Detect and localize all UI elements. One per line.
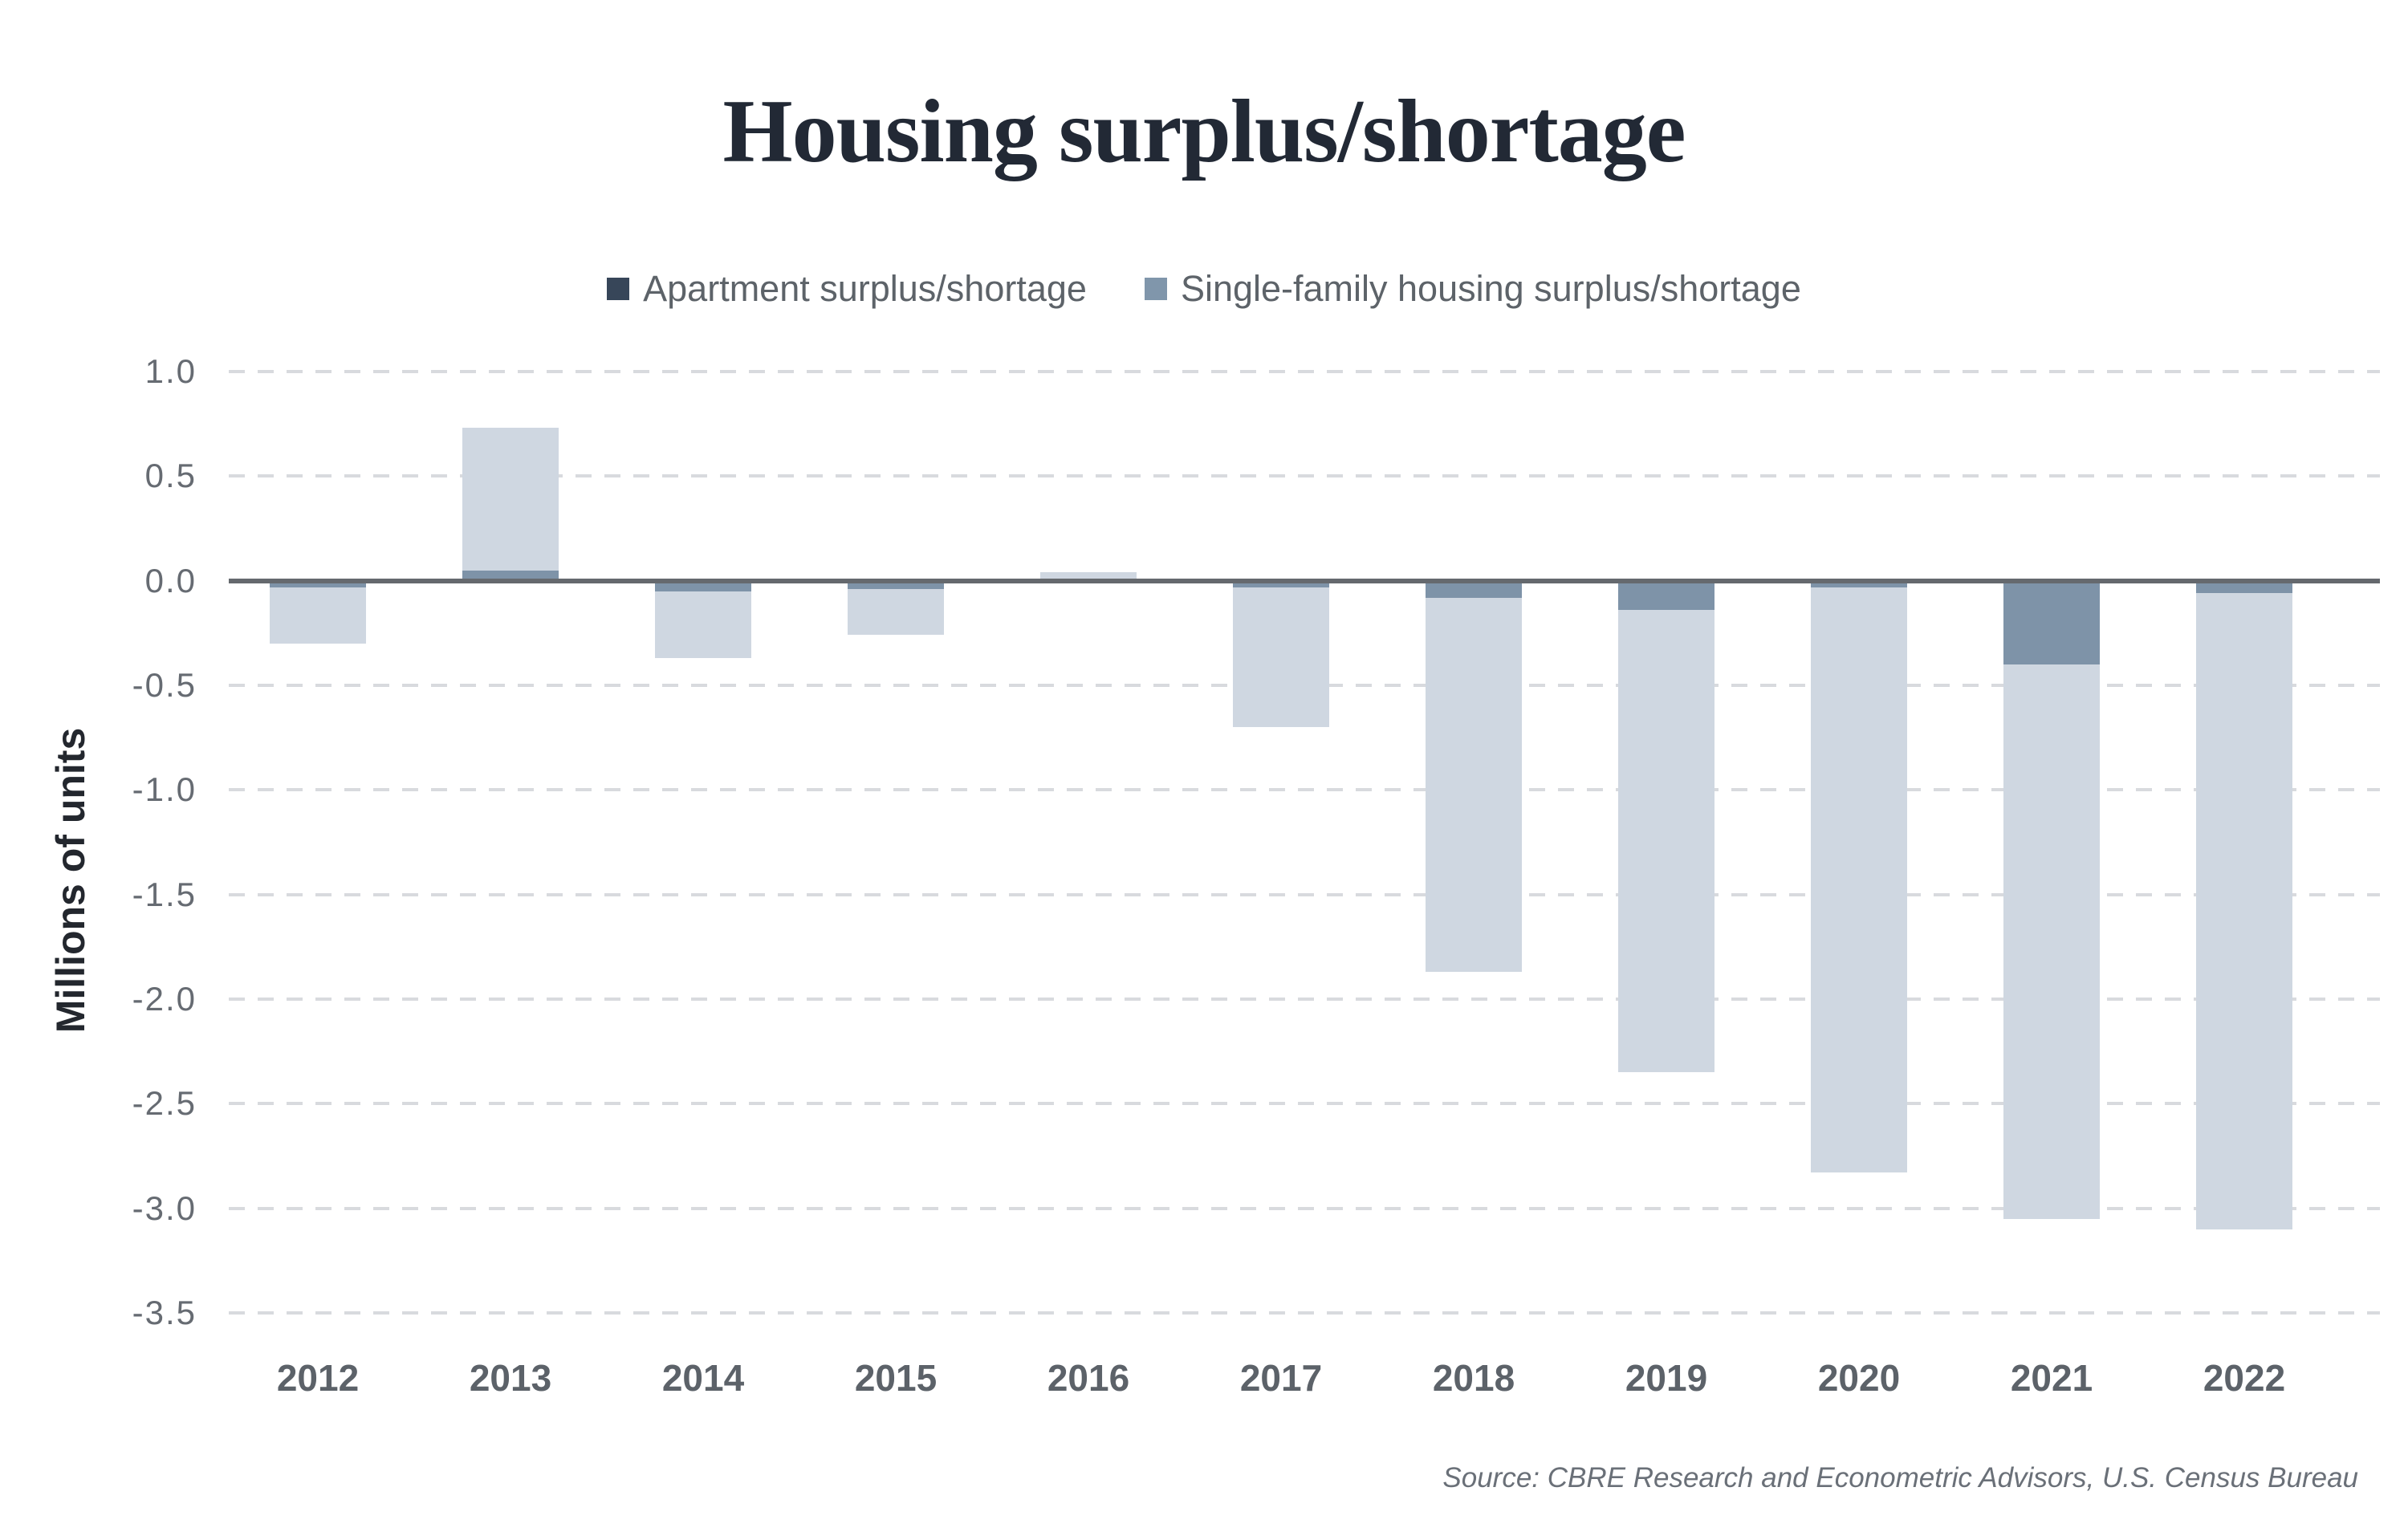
bar-segment-single-family-2019	[1618, 610, 1714, 1073]
legend-item-0: Apartment surplus/shortage	[607, 268, 1087, 310]
bar-segment-apartment-2021	[2003, 580, 2100, 664]
x-tick-label-2016: 2016	[1047, 1357, 1130, 1399]
y-tick-label: 0.5	[144, 457, 197, 495]
plot-area	[229, 370, 2380, 1315]
bar-segment-apartment-2018	[1426, 580, 1522, 598]
bar-segment-apartment-2013	[462, 570, 559, 581]
x-tick-label-2012: 2012	[276, 1357, 360, 1399]
y-tick-label: -1.0	[132, 770, 197, 809]
zero-axis-line	[229, 578, 2380, 583]
bar-segment-single-family-2016	[1040, 572, 1137, 579]
y-tick-label: -2.5	[132, 1084, 197, 1123]
y-tick-label: -3.0	[132, 1189, 197, 1227]
bar-segment-apartment-2015	[848, 580, 944, 590]
x-tick-label-2013: 2013	[469, 1357, 552, 1399]
x-tick-label-2020: 2020	[1817, 1357, 1901, 1399]
source-note: Source: CBRE Research and Econometric Ad…	[1442, 1462, 2358, 1493]
bar-segment-single-family-2013	[462, 428, 559, 571]
legend-label: Apartment surplus/shortage	[643, 268, 1087, 309]
bar-segment-apartment-2020	[1811, 580, 1907, 587]
bar-segment-single-family-2021	[2003, 664, 2100, 1219]
x-tick-label-2018: 2018	[1432, 1357, 1515, 1399]
gridline	[229, 1206, 2380, 1210]
y-tick-label: 1.0	[144, 352, 197, 390]
legend: Apartment surplus/shortage Single-family …	[0, 268, 2408, 310]
gridline	[229, 1102, 2380, 1106]
gridline	[229, 474, 2380, 478]
y-tick-label: -3.5	[132, 1294, 197, 1332]
bar-segment-single-family-2017	[1233, 587, 1329, 728]
y-tick-label: -0.5	[132, 666, 197, 705]
gridline	[229, 370, 2380, 373]
x-tick-label-2022: 2022	[2203, 1357, 2286, 1399]
bar-segment-apartment-2019	[1618, 580, 1714, 611]
bar-segment-single-family-2012	[270, 587, 366, 644]
legend-swatch-icon	[607, 278, 630, 300]
x-tick-label-2014: 2014	[661, 1357, 745, 1399]
bar-segment-single-family-2022	[2196, 593, 2292, 1229]
bar-segment-apartment-2017	[1233, 580, 1329, 587]
gridline	[229, 788, 2380, 792]
bar-segment-apartment-2022	[2196, 580, 2292, 594]
bar-segment-single-family-2015	[848, 589, 944, 636]
gridline	[229, 998, 2380, 1002]
y-tick-label: -2.0	[132, 980, 197, 1018]
x-tick-label-2015: 2015	[854, 1357, 938, 1399]
x-tick-label-2017: 2017	[1239, 1357, 1323, 1399]
bar-segment-single-family-2020	[1811, 587, 1907, 1173]
x-tick-label-2019: 2019	[1625, 1357, 1708, 1399]
legend-label: Single-family housing surplus/shortage	[1180, 268, 1801, 309]
bar-segment-single-family-2018	[1426, 597, 1522, 973]
bar-segment-single-family-2014	[655, 591, 751, 659]
bar-segment-apartment-2014	[655, 580, 751, 591]
legend-swatch-icon	[1144, 278, 1167, 300]
bar-segment-apartment-2012	[270, 580, 366, 587]
chart-title: Housing surplus/shortage	[722, 82, 1686, 181]
y-tick-label: 0.0	[144, 561, 197, 599]
gridline	[229, 892, 2380, 896]
legend-item-1: Single-family housing surplus/shortage	[1144, 268, 1801, 310]
y-tick-label: -1.5	[132, 875, 197, 913]
x-tick-label-2021: 2021	[2010, 1357, 2093, 1399]
gridline	[229, 1311, 2380, 1315]
